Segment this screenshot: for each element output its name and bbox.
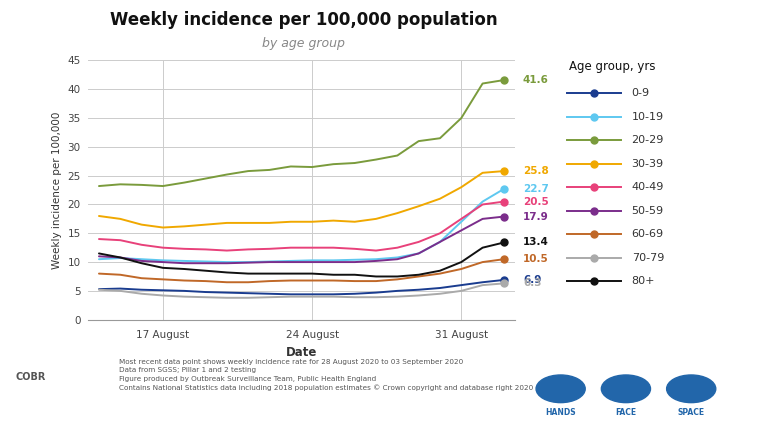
Y-axis label: Weekly incidence per 100,000: Weekly incidence per 100,000 <box>52 111 62 269</box>
Text: Weekly incidence per 100,000 population: Weekly incidence per 100,000 population <box>110 11 497 29</box>
Text: 13.4: 13.4 <box>523 238 549 248</box>
Text: FACE: FACE <box>615 408 637 417</box>
Text: 0-9: 0-9 <box>631 88 650 98</box>
Text: 41.6: 41.6 <box>523 75 549 85</box>
Text: 25.8: 25.8 <box>523 166 548 176</box>
Text: 10.5: 10.5 <box>523 254 548 264</box>
Text: 17.9: 17.9 <box>523 212 548 222</box>
Text: 20-29: 20-29 <box>631 135 664 145</box>
Text: 6.3: 6.3 <box>523 278 541 289</box>
Text: Age group, yrs: Age group, yrs <box>569 60 656 73</box>
Text: 30-39: 30-39 <box>631 159 664 169</box>
Text: 50-59: 50-59 <box>631 206 664 216</box>
Text: 60-69: 60-69 <box>631 229 664 239</box>
Text: SPACE: SPACE <box>677 408 705 417</box>
Text: 20.5: 20.5 <box>523 197 548 206</box>
Text: COBR: COBR <box>15 372 46 381</box>
Text: 70-79: 70-79 <box>631 253 664 263</box>
X-axis label: Date: Date <box>286 346 317 359</box>
Text: 80+: 80+ <box>631 276 655 286</box>
Text: HANDS: HANDS <box>545 408 576 417</box>
Text: by age group: by age group <box>262 37 345 50</box>
Text: 22.7: 22.7 <box>523 184 549 194</box>
Text: 40-49: 40-49 <box>631 182 664 192</box>
Text: Most recent data point shows weekly incidence rate for 28 August 2020 to 03 Sept: Most recent data point shows weekly inci… <box>119 359 533 391</box>
Text: 6.9: 6.9 <box>523 275 541 285</box>
Text: 10-19: 10-19 <box>631 111 664 121</box>
